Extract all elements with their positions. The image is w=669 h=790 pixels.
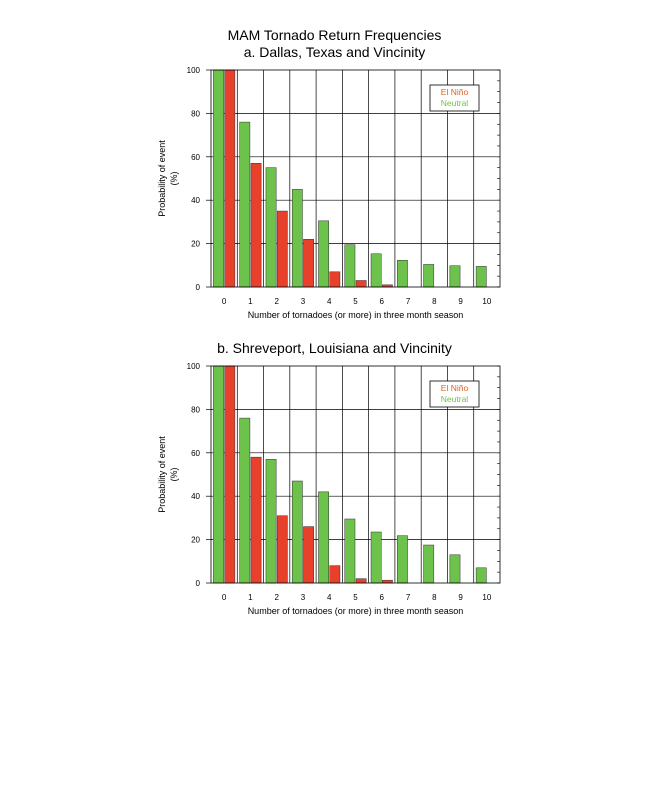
chart-b-bar-neutral-5 <box>344 518 356 584</box>
chart-b-bar-neutral-9 <box>449 554 461 584</box>
chart-a-bar-elnino-2 <box>276 210 288 288</box>
chart-b-bar-neutral-10 <box>475 567 487 584</box>
chart-a-ylabel-unit: (%) <box>169 172 179 186</box>
chart-a-legend-neutral: Neutral <box>441 98 469 108</box>
figure-title: MAM Tornado Return Frequencies <box>227 27 442 43</box>
chart-a-bar-elnino-3 <box>303 239 314 288</box>
chart-a-bar-neutral-9 <box>449 265 461 288</box>
chart-b-xlabel: Number of tornadoes (or more) in three m… <box>248 606 464 616</box>
chart-b-bar-neutral-0 <box>213 365 224 584</box>
chart-b-ytick-label: 20 <box>191 536 200 545</box>
chart-b-xtick-label: 9 <box>458 593 463 602</box>
chart-a-xtick-label: 2 <box>274 297 279 306</box>
chart-b-bar-neutral-1 <box>239 417 251 584</box>
chart-a-ytick-label: 20 <box>191 240 200 249</box>
chart-b-ytick-label: 60 <box>191 449 200 458</box>
chart-a-xtick-label: 7 <box>406 297 411 306</box>
chart-b-legend-box <box>429 380 480 408</box>
chart-a-bar-neutral-7 <box>397 260 408 288</box>
chart-b-bar-elnino-5 <box>355 578 367 584</box>
chart-b-bar-neutral-3 <box>291 480 303 584</box>
chart-a-xtick-label: 4 <box>327 297 332 306</box>
chart-a-xtick-label: 6 <box>380 297 385 306</box>
chart-b-bar-elnino-0 <box>224 365 236 584</box>
chart-a-bar-neutral-6 <box>370 253 382 288</box>
chart-b-xtick-label: 4 <box>327 593 332 602</box>
chart-a-ytick-label: 0 <box>196 283 201 292</box>
chart-a-xtick-label: 3 <box>301 297 306 306</box>
chart-b-xtick-label: 7 <box>406 593 411 602</box>
chart-b-ytick-label: 0 <box>196 579 201 588</box>
chart-a-xtick-label: 0 <box>222 297 227 306</box>
chart-a-plot-frame <box>210 69 501 288</box>
chart-b-legend-neutral: Neutral <box>441 394 469 404</box>
chart-b-bar-elnino-2 <box>276 515 288 584</box>
chart-b-bar-neutral-8 <box>423 544 435 584</box>
chart-a-bar-neutral-5 <box>344 244 356 288</box>
chart-b-legend-elnino: El Niño <box>441 383 469 393</box>
chart-b-xtick-label: 5 <box>353 593 358 602</box>
chart-b-xtick-label: 0 <box>222 593 227 602</box>
chart-b-bar-neutral-6 <box>370 531 382 584</box>
chart-a-title: a. Dallas, Texas and Vincinity <box>243 44 426 60</box>
chart-b-xtick-label: 10 <box>482 593 491 602</box>
chart-b-ylabel: Probability of event <box>157 436 167 513</box>
chart-b-bar-elnino-4 <box>329 565 341 584</box>
chart-b-xtick-label: 1 <box>248 593 253 602</box>
chart-a-legend-elnino: El Niño <box>441 87 469 97</box>
chart-a-ylabel: Probability of event <box>157 140 167 217</box>
chart-a-bar-neutral-3 <box>291 189 303 288</box>
chart-a-bar-elnino-4 <box>329 271 341 288</box>
chart-a-xtick-label: 1 <box>248 297 253 306</box>
chart-a-xtick-label: 8 <box>432 297 437 306</box>
chart-a-bar-neutral-4 <box>318 220 329 288</box>
chart-a-bar-neutral-0 <box>213 69 224 288</box>
chart-b-ytick-label: 40 <box>191 492 200 501</box>
chart-b-title: b. Shreveport, Louisiana and Vincinity <box>217 340 452 356</box>
chart-a-xtick-label: 9 <box>458 297 463 306</box>
chart-b-xtick-label: 8 <box>432 593 437 602</box>
chart-b-xtick-label: 6 <box>380 593 385 602</box>
chart-b-xtick-label: 2 <box>274 593 279 602</box>
chart-a-ytick-label: 40 <box>191 196 200 205</box>
chart-b-bar-elnino-6 <box>382 579 393 584</box>
chart-a-bar-elnino-1 <box>250 163 262 288</box>
chart-a-bar-neutral-1 <box>239 121 251 288</box>
chart-b-xtick-label: 3 <box>301 593 306 602</box>
chart-b-ytick-label: 80 <box>191 405 200 414</box>
chart-a-xtick-label: 5 <box>353 297 358 306</box>
chart-b-ylabel-unit: (%) <box>169 468 179 482</box>
chart-a-bar-elnino-5 <box>355 280 367 288</box>
chart-a-bar-neutral-8 <box>423 264 435 288</box>
chart-b-bar-neutral-4 <box>318 491 329 584</box>
chart-a-ytick-label: 100 <box>187 66 201 75</box>
chart-shreveport: 0 20 40 60 80 100 0 1 2 3 4 5 6 7 8 9 10 Number of tornad… <box>157 362 501 616</box>
chart-b-bar-neutral-2 <box>265 459 277 584</box>
chart-dallas: 0 20 40 60 80 100 0 1 2 3 4 5 6 7 8 9 10 Number of tornad… <box>157 66 501 320</box>
chart-a-bar-neutral-2 <box>265 167 277 288</box>
chart-a-legend-box <box>429 84 480 112</box>
chart-b-ytick-label: 100 <box>187 362 201 371</box>
chart-a-xlabel: Number of tornadoes (or more) in three m… <box>248 310 464 320</box>
chart-a-ytick-label: 60 <box>191 153 200 162</box>
chart-b-bar-elnino-3 <box>303 526 314 584</box>
chart-b-bar-elnino-1 <box>250 456 262 584</box>
chart-a-bar-neutral-10 <box>475 266 487 288</box>
chart-b-bar-neutral-7 <box>397 535 408 584</box>
chart-b-plot-frame <box>210 365 501 584</box>
chart-a-xtick-label: 10 <box>482 297 491 306</box>
chart-a-bar-elnino-0 <box>224 69 236 288</box>
chart-a-ytick-label: 80 <box>191 109 200 118</box>
